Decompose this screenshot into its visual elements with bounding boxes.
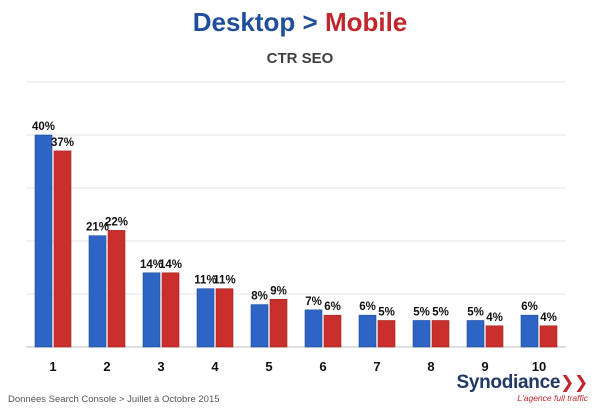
bar-desktop bbox=[466, 320, 485, 348]
title-mobile: Mobile bbox=[324, 7, 408, 37]
data-label-mobile: 4% bbox=[486, 312, 503, 324]
bar-mobile bbox=[161, 272, 180, 348]
data-label-mobile: 4% bbox=[540, 312, 557, 324]
bar-desktop bbox=[412, 320, 431, 348]
title-separator: > bbox=[302, 7, 318, 37]
x-tick-label: 2 bbox=[103, 359, 110, 374]
data-label-desktop: 7% bbox=[305, 296, 322, 308]
data-label-desktop: 8% bbox=[251, 291, 268, 303]
data-label-mobile: 6% bbox=[324, 301, 341, 313]
x-tick-label: 9 bbox=[481, 359, 488, 374]
bar-desktop bbox=[196, 288, 215, 348]
data-label-desktop: 21% bbox=[86, 222, 109, 234]
x-tick-label: 10 bbox=[532, 359, 546, 374]
bar-desktop bbox=[304, 309, 323, 348]
bar-desktop bbox=[520, 314, 539, 348]
logo-tagline: L'agence full traffic bbox=[517, 393, 588, 403]
data-label-mobile: 37% bbox=[51, 137, 74, 149]
bar-mobile bbox=[431, 320, 450, 348]
x-tick-label: 5 bbox=[265, 359, 272, 374]
bar-mobile bbox=[323, 314, 342, 348]
bar-desktop bbox=[34, 134, 53, 348]
data-label-desktop: 6% bbox=[359, 301, 376, 313]
data-label-desktop: 5% bbox=[413, 307, 430, 319]
bar-mobile bbox=[107, 230, 126, 348]
data-label-mobile: 5% bbox=[432, 307, 449, 319]
data-label-desktop: 40% bbox=[32, 121, 55, 133]
data-label-mobile: 9% bbox=[270, 285, 287, 297]
chart-title: Desktop > Mobile bbox=[0, 6, 600, 38]
data-label-desktop: 6% bbox=[521, 301, 538, 313]
data-label-desktop: 11% bbox=[194, 275, 216, 287]
source-note: Données Search Console > Juillet à Octob… bbox=[8, 394, 220, 405]
data-label-mobile: 22% bbox=[105, 216, 128, 228]
bar-mobile bbox=[485, 325, 504, 348]
data-label-mobile: 11% bbox=[213, 275, 235, 287]
x-tick-label: 4 bbox=[211, 359, 219, 374]
bar-desktop bbox=[88, 235, 107, 348]
synodiance-logo: Synodiance❯❯ L'agence full traffic bbox=[456, 372, 588, 404]
bar-desktop bbox=[142, 272, 161, 348]
bar-desktop bbox=[250, 304, 269, 348]
bar-mobile bbox=[539, 325, 558, 348]
data-label-mobile: 5% bbox=[378, 307, 395, 319]
x-tick-label: 1 bbox=[49, 359, 56, 374]
logo-chevrons-icon: ❯❯ bbox=[560, 373, 588, 392]
x-tick-label: 6 bbox=[319, 359, 326, 374]
bar-mobile bbox=[53, 150, 72, 348]
data-label-mobile: 14% bbox=[159, 259, 182, 271]
x-tick-label: 7 bbox=[373, 359, 380, 374]
bar-mobile bbox=[377, 320, 396, 348]
bar-mobile bbox=[269, 298, 288, 348]
data-label-desktop: 14% bbox=[140, 259, 163, 271]
logo-brand: Synodiance bbox=[456, 372, 561, 393]
data-label-desktop: 5% bbox=[467, 307, 484, 319]
title-desktop: Desktop bbox=[192, 7, 296, 37]
bar-desktop bbox=[358, 314, 377, 348]
bar-mobile bbox=[215, 288, 234, 348]
x-tick-label: 3 bbox=[157, 359, 164, 374]
chart-subtitle: CTR SEO bbox=[266, 50, 334, 67]
x-tick-label: 8 bbox=[427, 359, 434, 374]
